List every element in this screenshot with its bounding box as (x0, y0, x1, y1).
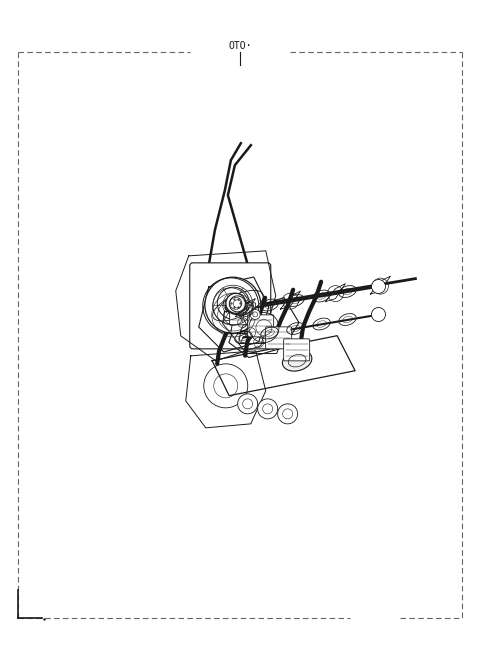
Circle shape (277, 404, 298, 424)
Circle shape (250, 309, 260, 319)
Circle shape (238, 394, 258, 414)
Circle shape (217, 287, 249, 319)
FancyBboxPatch shape (284, 339, 310, 361)
Circle shape (226, 293, 246, 313)
Circle shape (232, 304, 242, 315)
Circle shape (229, 296, 245, 312)
Circle shape (205, 277, 261, 333)
Circle shape (372, 307, 385, 321)
Text: OTO·: OTO· (228, 41, 252, 51)
Circle shape (239, 304, 244, 310)
FancyBboxPatch shape (229, 303, 256, 325)
Ellipse shape (225, 300, 253, 319)
Ellipse shape (282, 350, 312, 371)
Circle shape (236, 303, 242, 309)
FancyBboxPatch shape (265, 327, 292, 349)
Circle shape (235, 302, 241, 308)
Ellipse shape (224, 298, 252, 318)
Circle shape (237, 304, 243, 309)
Text: DOHC-W: DOHC-W (227, 298, 250, 313)
Ellipse shape (220, 296, 248, 316)
FancyBboxPatch shape (190, 263, 271, 349)
Circle shape (258, 399, 277, 419)
Circle shape (239, 305, 245, 311)
Circle shape (229, 307, 243, 321)
Circle shape (372, 279, 385, 294)
Circle shape (233, 302, 239, 307)
Circle shape (238, 304, 243, 310)
Circle shape (234, 302, 240, 308)
FancyBboxPatch shape (248, 315, 274, 337)
Ellipse shape (222, 298, 250, 317)
